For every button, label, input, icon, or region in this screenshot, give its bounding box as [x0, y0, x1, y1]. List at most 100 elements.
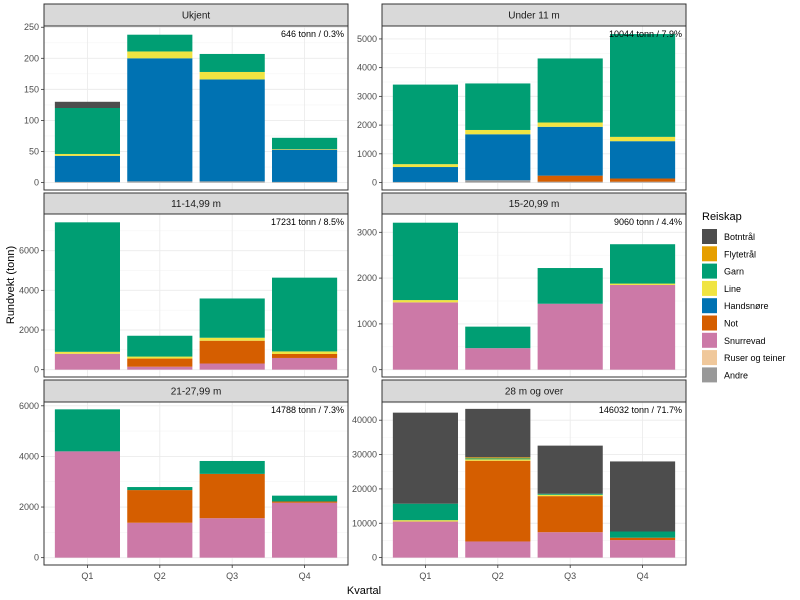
bar-garn-q2 — [465, 83, 531, 130]
panel-border — [43, 213, 349, 378]
legend-label: Handsnøre — [724, 301, 769, 311]
bar-garn-q1 — [54, 108, 120, 154]
panel-border — [381, 213, 687, 378]
bar-snurrevad-q2 — [465, 541, 531, 558]
bar-not-q3 — [199, 473, 265, 519]
bar-garn-q1 — [392, 503, 458, 521]
x-tick-label: Q3 — [226, 571, 238, 581]
facet-title: 11-14,99 m — [171, 199, 221, 210]
bar-snurrevad-q2 — [465, 348, 531, 370]
bar-snurrevad-q2 — [127, 366, 193, 370]
bar-handsnore-q2 — [465, 134, 531, 181]
bar-not-q2 — [127, 490, 193, 523]
bar-snurrevad-q3 — [199, 518, 265, 558]
bar-not-q3 — [199, 340, 265, 364]
y-tick-label: 1000 — [357, 319, 377, 329]
y-tick-label: 4000 — [19, 285, 39, 295]
legend-label: Ruser og teiner — [724, 353, 786, 363]
y-tick-label: 40000 — [352, 415, 377, 425]
bar-snurrevad-q4 — [610, 540, 676, 558]
facet-annotation: 14788 tonn / 7.3% — [271, 405, 344, 415]
bar-line-q1 — [392, 300, 458, 303]
x-tick-label: Q2 — [492, 571, 504, 581]
y-tick-label: 2000 — [357, 120, 377, 130]
bar-garn-q4 — [272, 277, 338, 352]
facet-grid: Ukjent 646 tonn / 0.3% 0 50 100 150 200 250 Unde… — [19, 3, 687, 581]
facet-11-14-99-m: 11-14,99 m 17231 tonn / 8.5% 0 2000 4000 6000 — [19, 192, 349, 378]
bar-botntral-q1 — [392, 412, 458, 504]
bar-garn-q3 — [199, 460, 265, 474]
y-tick-label: 200 — [24, 53, 39, 63]
bar-line-q1 — [54, 351, 120, 354]
bar-garn-q4 — [610, 531, 676, 538]
bar-snurrevad-q3 — [537, 303, 603, 370]
legend-swatch — [702, 350, 717, 366]
x-tick-label: Q1 — [419, 571, 431, 581]
legend-title: Reiskap — [702, 211, 742, 223]
legend-swatch — [702, 332, 717, 348]
bar-andre-q2 — [127, 181, 193, 183]
bar-garn-q2 — [465, 458, 531, 460]
y-tick-label: 2000 — [19, 502, 39, 512]
bar-garn-q2 — [127, 34, 193, 52]
y-axis-title: Rundvekt (tonn) — [5, 246, 17, 324]
legend: Reiskap Botntrål Flytetrål Garn Line Handsnø… — [702, 211, 786, 383]
facet-annotation: 146032 tonn / 71.7% — [599, 405, 682, 415]
bar-garn-q2 — [465, 326, 531, 349]
y-tick-label: 0 — [34, 553, 39, 563]
facet-title: 21-27,99 m — [171, 387, 222, 398]
bar-line-q2 — [465, 129, 531, 135]
bar-line-q2 — [127, 356, 193, 359]
legend-item-not: Not — [702, 315, 739, 331]
bar-line-q4 — [272, 351, 338, 354]
bar-handsnore-q1 — [54, 155, 120, 182]
bar-line-q4 — [272, 149, 338, 150]
y-tick-label: 3000 — [357, 91, 377, 101]
bar-handsnore-q2 — [127, 58, 193, 182]
bar-andre-q1 — [392, 181, 458, 183]
y-tick-label: 50 — [29, 146, 39, 156]
bar-line-q1 — [392, 520, 458, 522]
panel-border — [381, 401, 687, 566]
y-tick-label: 5000 — [357, 34, 377, 44]
bar-not-q4 — [610, 178, 676, 182]
y-tick-label: 0 — [372, 178, 377, 188]
panel-border — [381, 25, 687, 191]
facet-annotation: 10044 tonn / 7.9% — [609, 29, 682, 39]
bar-snurrevad-q4 — [272, 357, 338, 370]
bar-garn-q3 — [537, 493, 603, 495]
y-tick-label: 150 — [24, 84, 39, 94]
x-tick-label: Q1 — [81, 571, 93, 581]
facet-title: 15-20,99 m — [509, 199, 560, 210]
bar-not-q3 — [537, 496, 603, 533]
y-tick-label: 0 — [34, 178, 39, 188]
facet-annotation: 646 tonn / 0.3% — [281, 29, 344, 39]
legend-label: Botntrål — [724, 232, 755, 242]
y-tick-label: 4000 — [19, 451, 39, 461]
y-tick-label: 0 — [34, 365, 39, 375]
legend-item-flytetral: Flytetrål — [702, 246, 756, 262]
legend-swatch — [702, 229, 717, 244]
bar-snurrevad-q1 — [392, 521, 458, 558]
bar-botntral-q1 — [54, 101, 120, 108]
bar-andre-q1 — [54, 181, 120, 183]
facet-title: Under 11 m — [508, 11, 560, 22]
legend-label: Flytetrål — [724, 249, 756, 259]
bar-snurrevad-q4 — [610, 284, 676, 370]
bar-andre-q4 — [272, 181, 338, 183]
bar-not-q4 — [272, 501, 338, 503]
bar-garn-q3 — [199, 298, 265, 338]
legend-item-handsnore: Handsnøre — [702, 298, 769, 314]
y-tick-label: 0 — [372, 365, 377, 375]
facet-annotation: 17231 tonn / 8.5% — [271, 217, 344, 227]
bar-snurrevad-q2 — [127, 522, 193, 558]
x-tick-label: Q4 — [637, 571, 649, 581]
bar-line-q4 — [610, 136, 676, 142]
bar-garn-q2 — [127, 487, 193, 491]
bar-snurrevad-q4 — [272, 502, 338, 558]
bar-handsnore-q4 — [272, 149, 338, 182]
bar-snurrevad-q3 — [537, 532, 603, 558]
legend-swatch — [702, 298, 717, 314]
y-tick-label: 250 — [24, 22, 39, 32]
facet-28-m-og-over: 28 m og over 146032 tonn / 71.7% 0 10000 200… — [352, 379, 687, 581]
